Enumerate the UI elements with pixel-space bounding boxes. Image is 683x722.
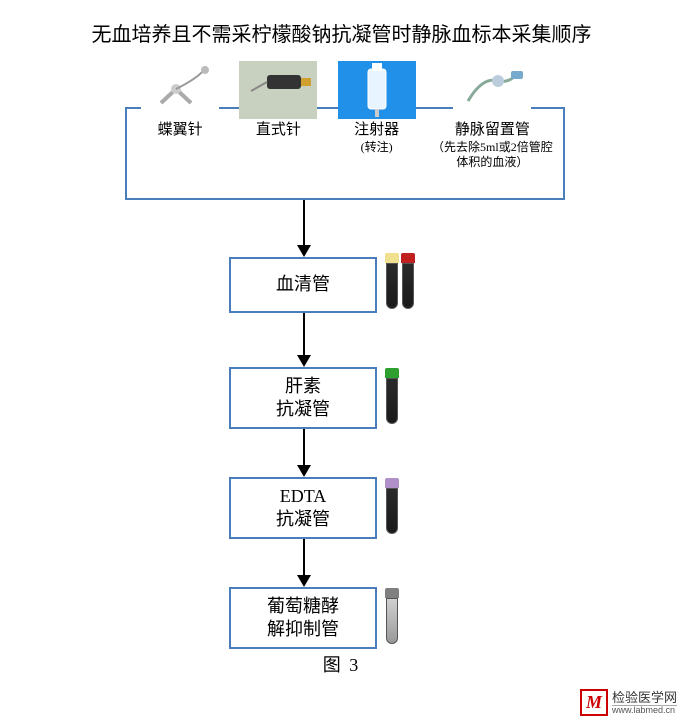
device-sublabel: （先去除5ml或2倍管腔体积的血液） xyxy=(427,140,557,170)
tube-icon xyxy=(385,588,399,644)
device-icon xyxy=(338,61,416,119)
figure-caption: 图 3 xyxy=(0,647,683,677)
device-icon xyxy=(141,61,219,119)
arrow-head-icon xyxy=(297,575,311,587)
tube-icon xyxy=(385,368,399,424)
arrow-head-icon xyxy=(297,245,311,257)
flowchart: 蝶翼针直式针注射器(转注)静脉留置管（先去除5ml或2倍管腔体积的血液） 血清管… xyxy=(0,57,683,647)
arrow-line xyxy=(303,200,305,245)
page-title: 无血培养且不需采柠檬酸钠抗凝管时静脉血标本采集顺序 xyxy=(0,0,683,57)
device-item: 注射器(转注) xyxy=(329,115,424,155)
stage-box: 肝素 抗凝管 xyxy=(229,367,377,429)
arrow-head-icon xyxy=(297,355,311,367)
watermark-url: www.labmed.cn xyxy=(612,706,675,715)
device-item: 蝶翼针 xyxy=(133,115,228,140)
tube-set xyxy=(385,253,415,309)
device-item: 直式针 xyxy=(231,115,326,140)
device-label: 静脉留置管 xyxy=(455,121,530,140)
device-label: 蝶翼针 xyxy=(158,121,203,140)
tube-set xyxy=(385,588,399,644)
arrow-line xyxy=(303,429,305,465)
arrow-head-icon xyxy=(297,465,311,477)
device-item: 静脉留置管（先去除5ml或2倍管腔体积的血液） xyxy=(427,115,557,170)
tube-icon xyxy=(385,478,399,534)
device-label: 注射器 xyxy=(354,121,399,140)
stage-box: 血清管 xyxy=(229,257,377,313)
arrow-line xyxy=(303,313,305,355)
tube-icon xyxy=(401,253,415,309)
tube-set xyxy=(385,478,399,534)
stage-box: EDTA 抗凝管 xyxy=(229,477,377,539)
stage-box: 葡萄糖酵 解抑制管 xyxy=(229,587,377,649)
arrow-line xyxy=(303,539,305,575)
device-icon xyxy=(239,61,317,119)
watermark-logo: M xyxy=(580,689,608,716)
tube-icon xyxy=(385,253,399,309)
device-sublabel: (转注) xyxy=(361,140,393,155)
watermark: M 检验医学网 www.labmed.cn xyxy=(580,689,677,716)
devices-box: 蝶翼针直式针注射器(转注)静脉留置管（先去除5ml或2倍管腔体积的血液） xyxy=(125,107,565,200)
watermark-cn: 检验医学网 xyxy=(612,691,677,706)
device-label: 直式针 xyxy=(256,121,301,140)
tube-set xyxy=(385,368,399,424)
device-icon xyxy=(453,61,531,119)
